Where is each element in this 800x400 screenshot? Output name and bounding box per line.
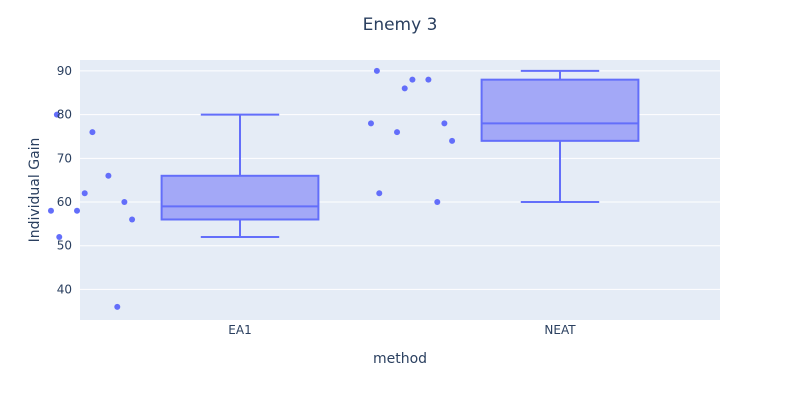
- y-tick-label: 90: [57, 64, 72, 78]
- data-point: [89, 129, 96, 136]
- data-point: [53, 111, 60, 118]
- y-tick-label: 60: [57, 195, 72, 209]
- y-tick-labels: 40 50 60 70 80 90: [57, 64, 72, 296]
- data-point: [425, 76, 432, 83]
- y-tick-label: 50: [57, 239, 72, 253]
- data-point: [394, 129, 401, 136]
- data-point: [373, 67, 380, 74]
- boxes: [160, 69, 640, 238]
- data-point: [114, 303, 121, 310]
- gridlines: [80, 70, 720, 290]
- y-tick-label: 40: [57, 282, 72, 296]
- data-point: [376, 190, 383, 197]
- data-point: [74, 207, 81, 214]
- data-point: [56, 233, 63, 240]
- data-point: [449, 137, 456, 144]
- y-tick-label: 70: [57, 151, 72, 165]
- data-point: [121, 199, 128, 206]
- y-axis-title: Individual Gain: [27, 138, 43, 243]
- data-point: [434, 199, 441, 206]
- box-iqr: [480, 78, 640, 142]
- x-tick-label: EA1: [228, 323, 251, 337]
- data-point: [401, 85, 408, 92]
- data-point: [367, 120, 374, 127]
- x-axis-title: method: [373, 351, 427, 367]
- chart-title: Enemy 3: [363, 15, 438, 35]
- box-iqr: [160, 174, 320, 221]
- data-point: [409, 76, 416, 83]
- x-tick-label: NEAT: [544, 323, 576, 337]
- y-tick-label: 80: [57, 108, 72, 122]
- data-points: [47, 67, 456, 310]
- data-point: [81, 190, 88, 197]
- data-point: [47, 207, 54, 214]
- data-point: [105, 172, 112, 179]
- x-tick-labels: EA1 NEAT: [228, 323, 576, 337]
- data-point: [129, 216, 136, 223]
- data-point: [441, 120, 448, 127]
